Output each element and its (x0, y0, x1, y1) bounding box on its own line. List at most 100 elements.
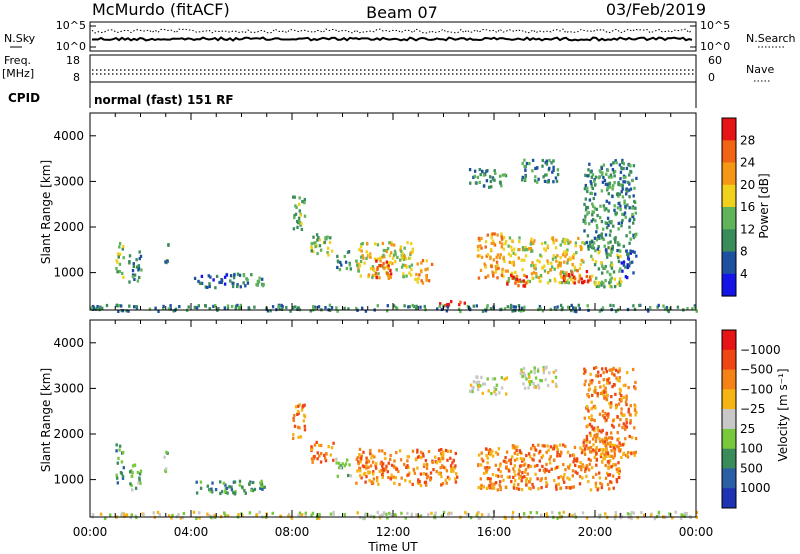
data-cell (224, 490, 227, 494)
data-cell (491, 516, 495, 521)
data-cell (551, 238, 555, 242)
data-cell (378, 469, 381, 474)
data-cell (629, 251, 632, 255)
data-cell (525, 483, 528, 487)
data-cell (613, 174, 616, 178)
data-cell (359, 245, 363, 249)
data-cell (517, 256, 520, 260)
data-cell (490, 486, 493, 490)
data-cell (552, 159, 555, 163)
data-cell (568, 463, 572, 467)
data-cell (294, 212, 298, 216)
data-cell (599, 204, 602, 208)
data-cell (382, 513, 385, 517)
data-cell (129, 482, 132, 486)
data-cell (558, 511, 561, 515)
data-cell (640, 511, 643, 515)
data-cell (486, 233, 489, 237)
data-cell (507, 279, 510, 283)
data-cell (530, 447, 533, 451)
data-cell (589, 433, 592, 437)
data-cell (129, 470, 132, 474)
data-cell (454, 477, 457, 481)
data-cell (137, 266, 141, 270)
data-cell (369, 448, 372, 453)
data-cell (610, 219, 613, 224)
data-cell (573, 512, 576, 516)
data-cell (539, 253, 542, 257)
data-cell (509, 254, 512, 258)
data-cell (612, 383, 616, 387)
data-cell (595, 223, 599, 228)
data-cell (316, 457, 319, 461)
data-cell (610, 285, 613, 289)
data-cell (518, 464, 522, 468)
data-cell (390, 251, 393, 255)
data-cell (279, 514, 283, 518)
data-cell (393, 249, 397, 253)
data-cell (416, 450, 419, 454)
data-cell (466, 304, 470, 309)
data-cell (617, 259, 621, 264)
data-cell (389, 260, 392, 265)
data-cell (548, 457, 551, 461)
data-cell (523, 273, 526, 277)
data-cell (571, 272, 574, 276)
data-cell (567, 513, 571, 517)
data-cell (120, 304, 123, 308)
data-cell (620, 190, 623, 194)
data-cell (624, 383, 627, 387)
data-cell (116, 461, 119, 465)
data-cell (588, 243, 592, 247)
data-cell (208, 282, 211, 286)
data-cell (303, 428, 307, 432)
data-cell (226, 491, 229, 495)
data-cell (416, 480, 420, 484)
data-cell (298, 209, 301, 213)
data-cell (609, 163, 613, 167)
data-cell (211, 481, 214, 485)
data-cell (517, 304, 521, 308)
data-cell (545, 468, 548, 472)
data-cell (208, 307, 211, 311)
data-cell (318, 513, 321, 517)
data-cell (614, 392, 617, 396)
data-cell (564, 468, 567, 472)
data-cell (624, 424, 627, 428)
data-cell (361, 306, 364, 310)
data-cell (558, 281, 561, 285)
data-cell (586, 212, 589, 216)
data-cell (518, 236, 521, 240)
data-cell (432, 468, 435, 472)
data-cell (515, 486, 519, 491)
data-cell (383, 266, 386, 270)
data-cell (676, 305, 680, 309)
data-cell (121, 474, 125, 479)
data-cell (605, 172, 608, 176)
data-cell (521, 175, 524, 179)
data-cell (348, 463, 351, 467)
data-cell (523, 258, 526, 262)
data-cell (172, 309, 175, 313)
data-cell (410, 267, 413, 272)
data-cell (578, 482, 582, 486)
data-cell (490, 482, 493, 486)
data-cell (199, 480, 203, 484)
data-cell (318, 454, 321, 458)
data-cell (601, 180, 605, 184)
data-cell (387, 266, 390, 270)
data-cell (583, 202, 586, 206)
data-cell (376, 510, 379, 514)
data-cell (142, 512, 145, 516)
data-cell (329, 453, 332, 457)
data-cell (615, 376, 618, 380)
data-cell (594, 481, 598, 485)
colorbar-swatch (722, 428, 736, 450)
data-cell (401, 263, 405, 267)
data-cell (525, 275, 528, 279)
xlabel: Time UT (367, 540, 418, 554)
data-cell (371, 275, 374, 280)
data-cell (138, 472, 142, 476)
data-cell (170, 516, 173, 520)
data-cell (355, 306, 358, 311)
